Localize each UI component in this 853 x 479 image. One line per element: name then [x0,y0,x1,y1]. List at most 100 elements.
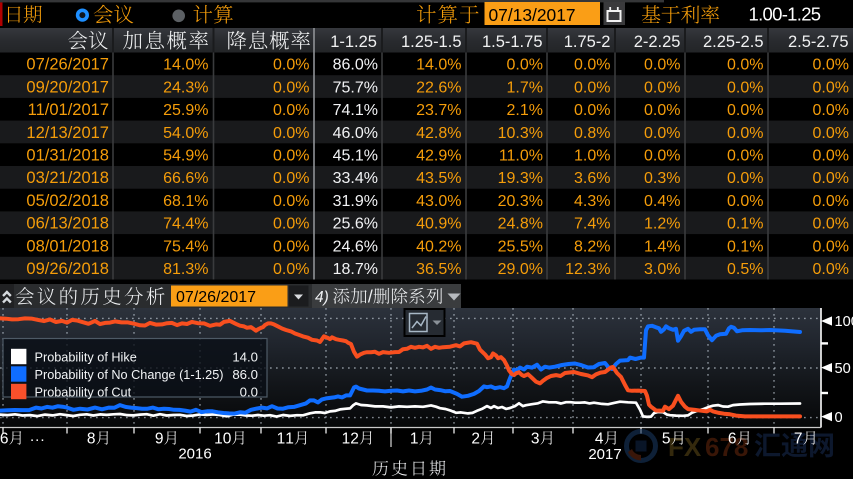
svg-text:14.0: 14.0 [232,349,258,364]
svg-text:0.0%: 0.0% [813,193,849,210]
svg-text:0.0%: 0.0% [644,148,680,165]
svg-text:8.2%: 8.2% [574,238,610,255]
svg-text:10.3%: 10.3% [498,125,543,142]
svg-text:4.3%: 4.3% [574,193,610,210]
svg-text:2: 2 [471,431,480,448]
svg-text:0.0%: 0.0% [273,79,309,96]
svg-text:74.1%: 74.1% [333,102,378,119]
svg-text:1.75-2: 1.75-2 [564,33,611,51]
svg-text:0.0%: 0.0% [507,57,543,74]
svg-text:8: 8 [87,431,96,448]
svg-text:01/31/2018: 01/31/2018 [26,147,109,165]
svg-text:14.0%: 14.0% [163,57,208,74]
svg-text:1.4%: 1.4% [644,238,680,255]
svg-text:0.0%: 0.0% [644,57,680,74]
svg-text:46.0%: 46.0% [333,125,378,142]
svg-text:0.0%: 0.0% [727,125,763,142]
svg-text:86.0: 86.0 [232,367,258,382]
svg-text:05/02/2018: 05/02/2018 [26,192,109,210]
svg-text:1: 1 [285,431,294,448]
svg-text:1.00-1.25: 1.00-1.25 [749,4,821,25]
svg-text:03/21/2018: 03/21/2018 [26,169,109,187]
svg-text:66.6%: 66.6% [163,170,208,187]
svg-text:14.0%: 14.0% [416,57,461,74]
svg-text:0.0%: 0.0% [813,216,849,233]
svg-text:3.6%: 3.6% [574,170,610,187]
svg-text:2017: 2017 [588,446,621,463]
svg-text:1: 1 [277,431,286,448]
svg-text:0.0%: 0.0% [727,193,763,210]
svg-text:1.0%: 1.0% [574,148,610,165]
svg-text:1.5-1.75: 1.5-1.75 [482,33,543,51]
svg-text:1.7%: 1.7% [507,79,543,96]
svg-text:24.8%: 24.8% [498,216,543,233]
svg-text:42.8%: 42.8% [416,125,461,142]
svg-text:0.0%: 0.0% [273,57,309,74]
svg-text:0.4%: 0.4% [644,193,680,210]
svg-text:54.9%: 54.9% [163,148,208,165]
svg-text:0.0%: 0.0% [727,102,763,119]
svg-text:0.0%: 0.0% [273,102,309,119]
svg-text:0.0: 0.0 [240,384,258,399]
svg-text:31.9%: 31.9% [333,193,378,210]
svg-text:45.1%: 45.1% [333,148,378,165]
svg-text:0.0%: 0.0% [273,216,309,233]
svg-text:0.0%: 0.0% [813,170,849,187]
svg-text:40.9%: 40.9% [416,216,461,233]
svg-text:11.0%: 11.0% [499,148,543,165]
svg-text:0.0%: 0.0% [273,125,309,142]
svg-text:0.0%: 0.0% [813,102,849,119]
svg-text:09/26/2018: 09/26/2018 [26,260,109,278]
svg-text:9: 9 [155,431,164,448]
svg-text:0.0%: 0.0% [273,148,309,165]
svg-text:0.0%: 0.0% [574,79,610,96]
svg-text:86.0%: 86.0% [333,57,378,74]
svg-text:0.1%: 0.1% [727,216,763,233]
svg-text:2-2.25: 2-2.25 [634,33,681,51]
svg-text:43.0%: 43.0% [416,193,461,210]
svg-text:81.3%: 81.3% [163,261,208,278]
svg-text:43.5%: 43.5% [416,170,461,187]
svg-text:1: 1 [410,431,419,448]
svg-text:100: 100 [835,314,853,330]
svg-text:12.3%: 12.3% [565,261,610,278]
svg-text:0.0%: 0.0% [644,102,680,119]
svg-text:40.2%: 40.2% [416,238,461,255]
svg-text:25.5%: 25.5% [498,238,543,255]
svg-text:5: 5 [662,431,671,448]
svg-text:36.5%: 36.5% [416,261,461,278]
svg-text:06/13/2018: 06/13/2018 [26,215,109,233]
svg-text:0: 0 [223,431,232,448]
svg-text:4): 4) [315,289,329,306]
svg-text:3.0%: 3.0% [644,261,680,278]
svg-text:25.9%: 25.9% [163,102,208,119]
svg-text:25.6%: 25.6% [333,216,378,233]
svg-text:24.3%: 24.3% [163,79,208,96]
svg-text:2.1%: 2.1% [507,102,543,119]
svg-text:2.5-2.75: 2.5-2.75 [788,33,849,51]
svg-text:0.0%: 0.0% [727,148,763,165]
svg-text:24.6%: 24.6% [333,238,378,255]
svg-text:1.2%: 1.2% [644,216,680,233]
svg-text:09/20/2017: 09/20/2017 [26,78,109,96]
svg-text:0.0%: 0.0% [273,238,309,255]
svg-text:07/26/2017: 07/26/2017 [176,289,256,306]
svg-text:75.4%: 75.4% [163,238,208,255]
svg-text:0.0%: 0.0% [273,261,309,278]
svg-text:0.0%: 0.0% [273,170,309,187]
svg-text:0.0%: 0.0% [813,148,849,165]
svg-text:2.25-2.5: 2.25-2.5 [703,33,764,51]
svg-text:4: 4 [595,431,604,448]
svg-text:Probability of Hike: Probability of Hike [35,350,137,364]
svg-text:68.1%: 68.1% [163,193,208,210]
svg-text:1: 1 [214,431,223,448]
svg-text:Probability of Cut: Probability of Cut [35,385,132,399]
svg-text:22.6%: 22.6% [416,79,461,96]
svg-text:18.7%: 18.7% [333,261,378,278]
svg-text:0.5%: 0.5% [727,261,763,278]
svg-text:2016: 2016 [178,446,211,463]
svg-text:0: 0 [835,410,843,426]
svg-text:0.0%: 0.0% [273,193,309,210]
svg-text:0.0%: 0.0% [574,57,610,74]
svg-text:0.0%: 0.0% [813,261,849,278]
